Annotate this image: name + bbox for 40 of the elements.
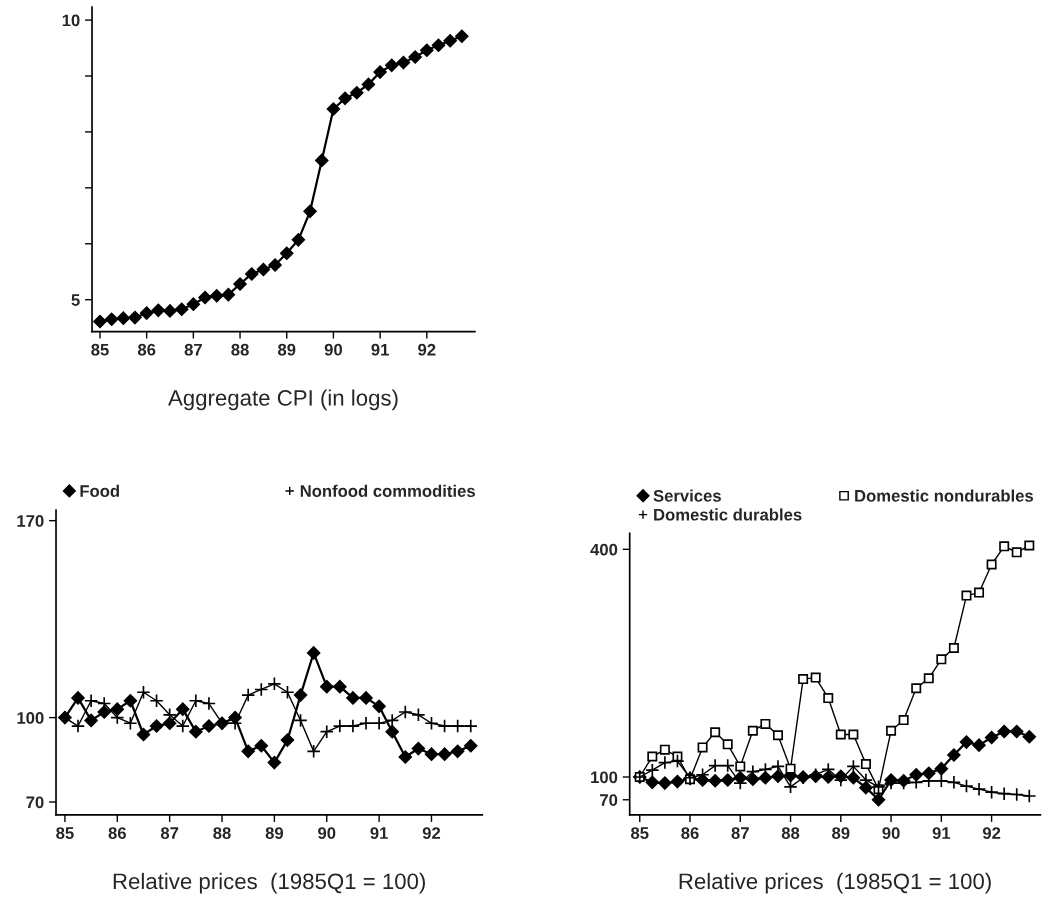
x-tick-label: 88: [781, 827, 800, 839]
x-tick-label: 86: [137, 343, 156, 356]
legend-label: Food: [80, 484, 119, 497]
x-tick-label: 88: [213, 827, 231, 839]
x-axis-title: Aggregate CPI (in logs): [168, 389, 398, 411]
x-tick-label: 85: [56, 827, 74, 839]
x-tick-label: 91: [371, 343, 389, 356]
legend-label: Services: [653, 489, 721, 502]
x-tick-label: 89: [278, 343, 296, 356]
x-tick-label: 86: [108, 827, 126, 839]
y-tick-label: 400: [590, 543, 618, 556]
x-tick-label: 90: [324, 343, 343, 356]
x-tick-label: 88: [231, 343, 249, 356]
legend-label: Domestic nondurables: [855, 489, 1034, 502]
x-tick-label: 92: [418, 343, 436, 356]
x-tick-label: 92: [422, 827, 441, 839]
x-tick-label: 87: [731, 827, 749, 839]
y-tick-label: 5: [71, 294, 80, 306]
legend-label: Nonfood commodities: [300, 484, 475, 497]
x-tick-label: 91: [370, 827, 388, 839]
x-tick-label: 90: [318, 827, 336, 839]
y-tick-label: 70: [26, 796, 44, 809]
x-axis-title: Relative prices (1985Q1 = 100): [679, 872, 991, 894]
x-tick-label: 91: [932, 827, 951, 839]
x-tick-label: 89: [265, 827, 284, 839]
x-tick-label: 87: [160, 827, 179, 839]
y-tick-label: 70: [600, 794, 618, 806]
y-tick-label: 100: [591, 771, 618, 784]
y-tick-label: 170: [17, 515, 44, 527]
y-tick-label: 10: [62, 14, 80, 27]
x-tick-label: 92: [982, 827, 1001, 839]
x-tick-label: 87: [184, 343, 202, 356]
x-tick-label: 85: [631, 827, 649, 839]
x-tick-label: 85: [91, 343, 109, 356]
x-tick-label: 90: [882, 827, 900, 839]
y-tick-label: 100: [17, 712, 44, 724]
x-tick-label: 89: [832, 827, 850, 839]
x-tick-label: 86: [681, 827, 699, 839]
x-axis-title: Relative prices (1985Q1 = 100): [113, 872, 425, 894]
legend-label: Domestic durables: [654, 508, 802, 521]
